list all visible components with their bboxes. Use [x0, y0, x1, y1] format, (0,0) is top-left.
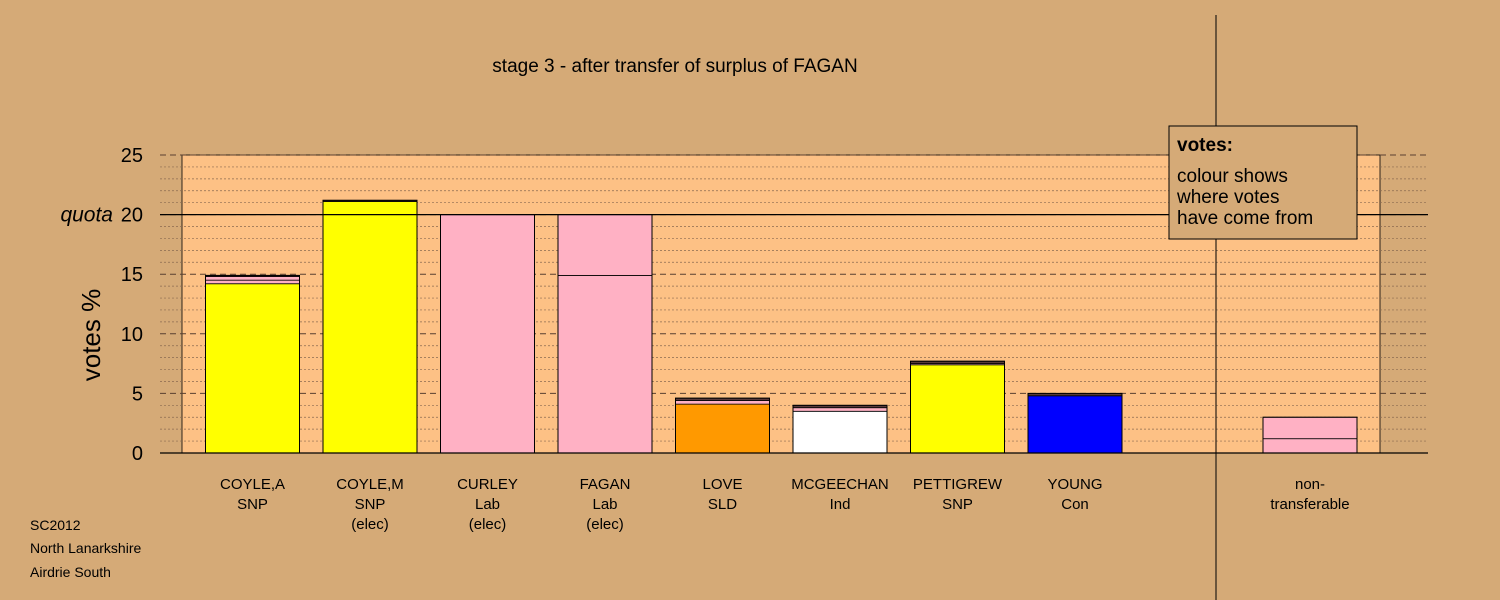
legend-line: colour shows	[1177, 166, 1288, 187]
bar-segment	[675, 403, 770, 454]
y-tick-label: 25	[121, 145, 143, 167]
y-tick-label: 0	[132, 443, 143, 465]
bar-segment	[205, 276, 300, 281]
chart-title: stage 3 - after transfer of surplus of F…	[492, 56, 857, 77]
y-axis-label: votes %	[76, 289, 106, 382]
y-tick-label: 20	[121, 205, 143, 227]
x-tick-label: transferable	[1270, 496, 1349, 513]
x-tick-label: Lab	[592, 496, 617, 513]
x-tick-label: Ind	[830, 496, 851, 513]
x-tick-label: SNP	[355, 496, 386, 513]
bar-segment	[675, 400, 770, 405]
bar-segment	[205, 279, 300, 285]
x-tick-label: YOUNG	[1047, 476, 1102, 493]
bar-segment	[557, 214, 653, 276]
legend-line: where votes	[1176, 187, 1279, 208]
bar-segment	[440, 214, 535, 454]
x-axis-labels: COYLE,A SNP COYLE,M SNP (elec) CURLEY Lab (elec…	[220, 476, 1350, 533]
y-tick-label: 10	[121, 324, 143, 346]
x-tick-label: (elec)	[351, 516, 389, 533]
bar-segment	[557, 274, 653, 454]
y-tick-label: 5	[132, 383, 143, 405]
x-tick-label: LOVE	[702, 476, 742, 493]
quota-label: quota	[60, 204, 113, 227]
x-tick-label: FAGAN	[580, 476, 631, 493]
x-tick-label: COYLE,A	[220, 476, 285, 493]
bar-segment	[792, 410, 888, 454]
legend-box	[1168, 125, 1358, 240]
footer: SC2012 North Lanarkshire Airdrie South	[30, 517, 141, 580]
x-tick-label: SNP	[237, 496, 268, 513]
y-axis: 0 5 10 15 20 25	[121, 145, 143, 465]
bar-segment	[322, 201, 418, 454]
footer-line: North Lanarkshire	[30, 540, 141, 556]
legend-title: votes:	[1177, 135, 1233, 156]
bar-segment	[1262, 416, 1358, 440]
x-tick-label: CURLEY	[457, 476, 518, 493]
y-tick-label: 15	[121, 264, 143, 286]
x-tick-label: Con	[1061, 496, 1089, 513]
footer-line: SC2012	[30, 517, 81, 533]
legend: votes: colour shows where votes have com…	[1168, 125, 1358, 240]
bar-segment	[1027, 395, 1123, 454]
x-tick-label: (elec)	[586, 516, 624, 533]
x-tick-label: (elec)	[469, 516, 507, 533]
x-tick-label: SNP	[942, 496, 973, 513]
bar-segment	[910, 364, 1005, 454]
bar-segment	[792, 407, 888, 412]
bar-segment	[1262, 438, 1358, 454]
bar-segment	[205, 283, 300, 454]
footer-line: Airdrie South	[30, 564, 111, 580]
x-tick-label: COYLE,M	[336, 476, 404, 493]
bars	[205, 199, 1358, 454]
x-tick-label: non-	[1295, 476, 1325, 493]
x-tick-label: MCGEECHAN	[791, 476, 889, 493]
x-tick-label: PETTIGREW	[913, 476, 1003, 493]
x-tick-label: Lab	[475, 496, 500, 513]
legend-line: have come from	[1177, 208, 1313, 229]
x-tick-label: SLD	[708, 496, 737, 513]
